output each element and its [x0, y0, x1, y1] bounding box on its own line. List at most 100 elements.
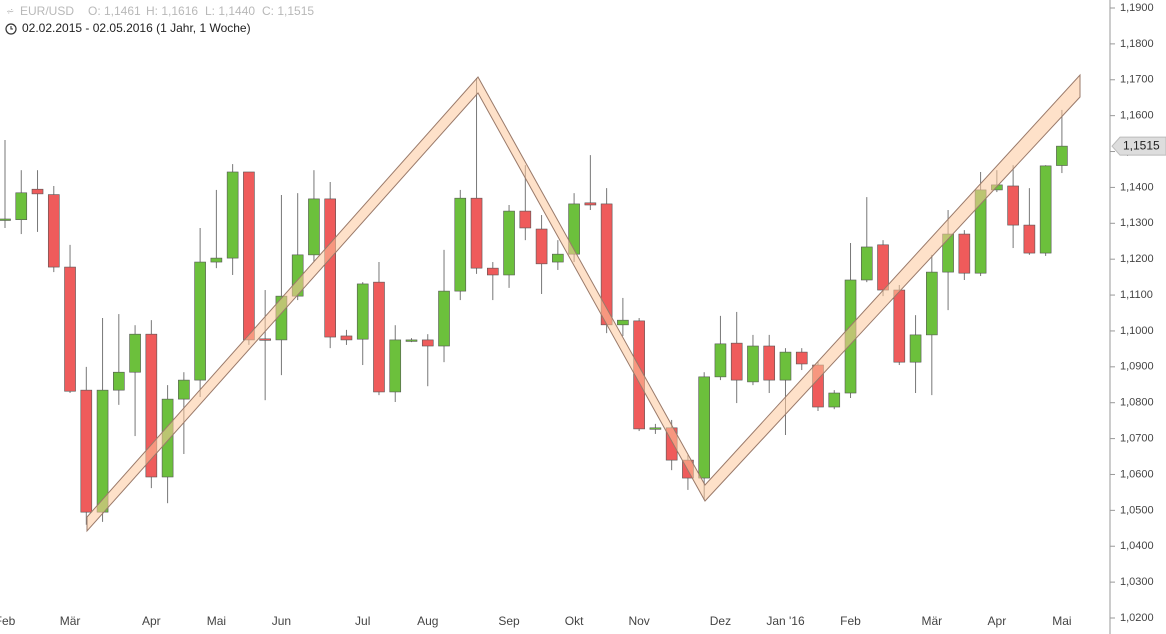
candle-body: [779, 351, 792, 381]
candle-body: [47, 194, 60, 268]
candle-body: [747, 345, 759, 383]
y-tick-label: 1,1300: [1120, 217, 1154, 229]
candle-body: [389, 339, 402, 393]
y-tick-label: 1,1600: [1120, 110, 1154, 122]
y-tick-label: 1,0900: [1120, 361, 1154, 373]
y-tick-label: 1,0800: [1120, 397, 1154, 409]
candle-body: [113, 371, 125, 391]
candle-body: [828, 392, 841, 408]
y-tick-label: 1,0500: [1120, 504, 1154, 516]
candle-body: [454, 197, 467, 292]
chart-icon: ⩫: [6, 7, 14, 18]
low-value: L: 1,1440: [205, 4, 255, 18]
high-value: H: 1,1616: [146, 4, 198, 18]
period: 02.02.2015 - 02.05.2016 (1 Jahr, 1 Woche…: [22, 21, 251, 35]
candle-body: [1056, 145, 1068, 166]
x-tick-label: Okt: [565, 614, 584, 628]
candle-body: [486, 267, 499, 276]
candle-body: [860, 246, 873, 281]
candle-body: [714, 343, 727, 378]
y-tick-label: 1,1100: [1120, 289, 1153, 301]
x-tick-label: Apr: [142, 614, 161, 628]
x-tick-label: Apr: [988, 614, 1007, 628]
y-tick-label: 1,1900: [1120, 2, 1154, 14]
candle-body: [178, 379, 190, 400]
candle-body: [698, 376, 710, 479]
candle-body: [438, 290, 450, 347]
candle-body: [584, 202, 597, 206]
price-tag-label: 1,1515: [1123, 138, 1160, 152]
candle-body: [795, 351, 808, 365]
candle-body: [129, 333, 141, 373]
candle-body: [145, 333, 158, 478]
candle-body: [470, 197, 483, 269]
candle-body: [373, 281, 385, 393]
candle-body: [96, 389, 109, 513]
open-value: O: 1,1461: [88, 4, 141, 18]
y-tick-label: 1,1200: [1120, 253, 1154, 265]
candle-body: [552, 253, 564, 263]
candle-body: [324, 198, 337, 338]
y-tick-label: 1,0600: [1120, 468, 1154, 480]
symbol: EUR/USD: [20, 4, 74, 18]
y-tick-label: 1,1700: [1120, 74, 1154, 86]
x-tick-label: Aug: [417, 614, 438, 628]
candle-body: [340, 335, 353, 341]
x-tick-label: Feb: [0, 614, 16, 628]
candle-body: [926, 271, 938, 336]
candle-body: [421, 339, 434, 347]
y-tick-label: 1,0200: [1120, 612, 1154, 624]
candle-body: [617, 319, 629, 326]
clock-hands: [10, 26, 13, 30]
price-tag: [1111, 136, 1166, 156]
candle-body: [649, 427, 662, 430]
candle-body: [0, 218, 11, 221]
candle-body: [243, 171, 255, 341]
x-tick-label: Jun: [272, 614, 291, 628]
x-tick-label: Nov: [628, 614, 649, 628]
candle-body: [1007, 185, 1019, 226]
y-tick-label: 1,1000: [1120, 325, 1154, 337]
x-tick-label: Mai: [1052, 614, 1071, 628]
y-tick-label: 1,0300: [1120, 576, 1154, 588]
candle-body: [194, 261, 206, 381]
candle-body: [259, 338, 271, 341]
x-tick-label: Feb: [840, 614, 861, 628]
candle-body: [226, 171, 239, 259]
candle-body: [877, 244, 889, 291]
candle-body: [80, 389, 93, 513]
close-value: C: 1,1515: [262, 4, 314, 18]
candle-body: [730, 342, 743, 381]
x-tick-label: Jul: [355, 614, 370, 628]
y-tick-label: 1,0400: [1120, 540, 1154, 552]
candle-body: [356, 283, 369, 340]
y-tick-label: 1,1400: [1120, 181, 1154, 193]
candle-body: [893, 289, 906, 363]
candle-body: [1023, 224, 1036, 254]
x-tick-label: Mär: [921, 614, 942, 628]
x-tick-label: Mai: [207, 614, 226, 628]
candle-body: [308, 198, 320, 256]
y-tick-label: 1,0700: [1120, 432, 1154, 444]
candle-body: [405, 339, 418, 342]
x-tick-label: Mär: [60, 614, 81, 628]
x-tick-label: Sep: [498, 614, 520, 628]
header: ⩫ EUR/USD O: 1,1461 H: 1,1616 L: 1,1440 …: [5, 4, 314, 35]
candle-body: [535, 228, 548, 265]
x-tick-label: Jan '16: [766, 614, 805, 628]
candle-body: [958, 233, 971, 274]
candle-body: [503, 210, 515, 276]
candle-body: [1039, 165, 1052, 254]
candle-body: [210, 257, 223, 263]
candle-body: [31, 188, 44, 195]
candle-body: [909, 334, 922, 363]
y-tick-label: 1,1800: [1120, 38, 1154, 50]
x-tick-label: Dez: [710, 614, 731, 628]
candle-body: [15, 192, 28, 221]
plot-area: [0, 77, 1068, 525]
channel-band: [86, 73, 1081, 533]
candle-body: [519, 210, 532, 229]
candle-body: [64, 266, 76, 392]
